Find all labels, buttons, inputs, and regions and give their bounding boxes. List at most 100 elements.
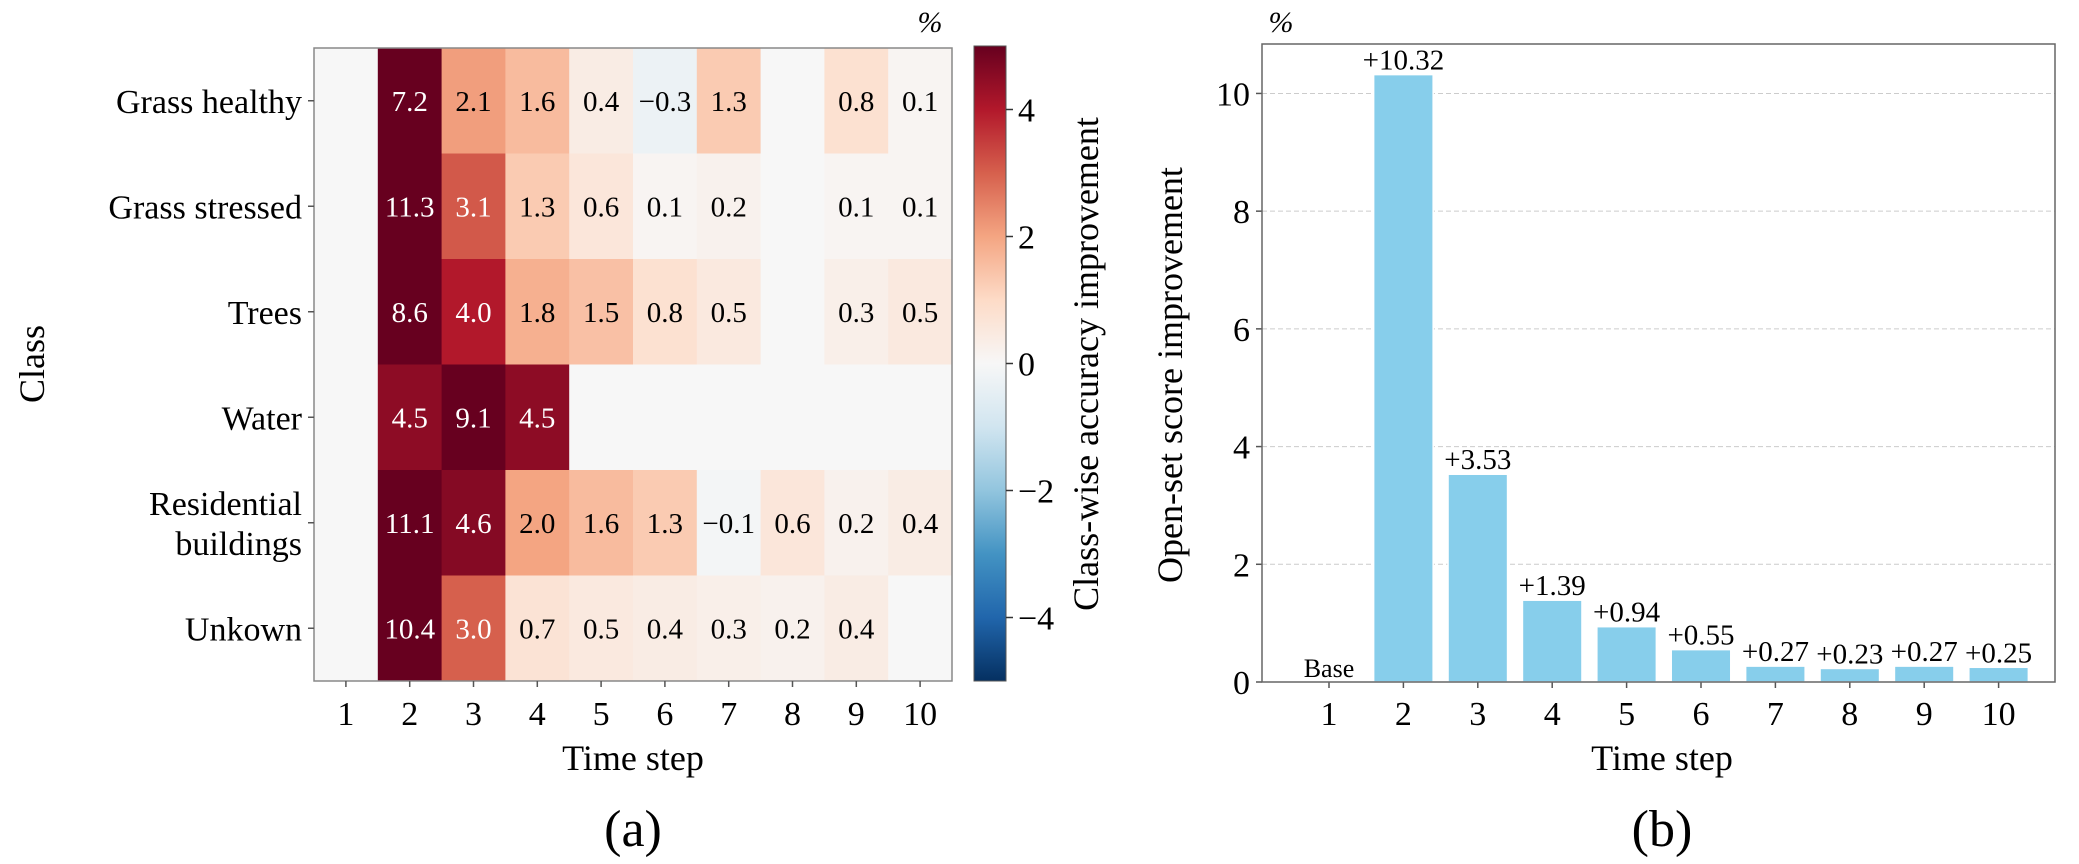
heatmap-cell bbox=[824, 364, 889, 471]
cell-value-label: 1.6 bbox=[519, 86, 555, 118]
bar bbox=[1670, 648, 1732, 683]
heatmap-cell bbox=[377, 575, 443, 682]
bar-data-label: +0.27 bbox=[1742, 636, 1809, 668]
y-tick-label: 0 bbox=[1233, 665, 1250, 702]
heatmap-panel: 7.2 2.1 1.6 0.4 −0.3 1.3 0.8 0.111.3 3.1 1.3 0.6 0.… bbox=[12, 47, 953, 858]
cell-value-label: 0.3 bbox=[711, 613, 747, 645]
heatmap-cell bbox=[505, 364, 570, 471]
heatmap-cell bbox=[824, 470, 889, 576]
cell-value-label: −0.3 bbox=[639, 86, 692, 118]
heatmap-cell bbox=[441, 259, 506, 365]
x-tick-label: 2 bbox=[1395, 696, 1412, 733]
x-tick-label: 5 bbox=[1618, 696, 1635, 733]
cell-value-label: 2.0 bbox=[519, 508, 555, 540]
y-axis-label: Class bbox=[12, 325, 52, 403]
x-tick-label: 6 bbox=[656, 696, 673, 733]
cell-value-label: 0.1 bbox=[902, 86, 938, 118]
cell-value-label: 0.5 bbox=[583, 613, 619, 645]
cell-value-label: 0.8 bbox=[838, 86, 874, 118]
x-tick-label: 3 bbox=[1469, 696, 1486, 733]
heatmap-cell bbox=[314, 259, 379, 365]
heatmap-cell bbox=[888, 575, 953, 682]
heatmap-cell bbox=[696, 575, 762, 682]
heatmap-cell bbox=[441, 470, 506, 576]
x-tick-label: 8 bbox=[1841, 696, 1858, 733]
y-tick-label: Grass stressed bbox=[108, 189, 302, 226]
x-tick-label: 1 bbox=[337, 696, 354, 733]
heatmap-cell bbox=[377, 48, 443, 154]
heatmap-cell bbox=[696, 364, 762, 471]
bar bbox=[1596, 625, 1658, 683]
cell-value-label: 0.4 bbox=[902, 508, 939, 540]
cell-value-label: 11.3 bbox=[385, 191, 435, 223]
cell-value-label: 4.5 bbox=[519, 402, 555, 434]
y-tick-label: 6 bbox=[1233, 312, 1250, 349]
x-tick-label: 7 bbox=[1767, 696, 1784, 733]
cell-value-label: 11.1 bbox=[385, 508, 435, 540]
bar bbox=[1447, 473, 1509, 683]
bar bbox=[1521, 599, 1583, 683]
cell-value-label: 0.5 bbox=[711, 297, 747, 329]
cell-value-label: 0.1 bbox=[647, 191, 683, 223]
heatmap-cell bbox=[377, 364, 443, 471]
heatmap-frame bbox=[313, 47, 953, 682]
heatmap-cell bbox=[633, 364, 698, 471]
heatmap-cell bbox=[888, 259, 953, 365]
heatmap-cell bbox=[569, 575, 634, 682]
cell-value-label: 4.5 bbox=[392, 402, 428, 434]
heatmap-cell bbox=[377, 259, 443, 365]
cell-value-label: 0.8 bbox=[647, 297, 683, 329]
heatmap-cell bbox=[888, 470, 953, 576]
bar-data-label: +3.53 bbox=[1444, 444, 1511, 476]
x-tick-label: 10 bbox=[903, 696, 937, 733]
x-axis-label: Time step bbox=[562, 738, 704, 778]
heatmap-cell bbox=[441, 575, 506, 682]
cell-value-label: 8.6 bbox=[392, 297, 428, 329]
y-tick-label: 2 bbox=[1233, 547, 1250, 584]
y-tick-label: 10 bbox=[1216, 76, 1250, 113]
cell-value-label: 9.1 bbox=[455, 402, 491, 434]
x-tick-label: 5 bbox=[593, 696, 610, 733]
bar-chart-panel: 0 2 4 6 8 10 Base 1 +10.32 2 +3.53 3 +1.39 4 +0.94 5 +0.… bbox=[1150, 6, 2056, 858]
heatmap-cell bbox=[760, 153, 825, 260]
bar-data-label: +0.55 bbox=[1667, 620, 1734, 652]
cell-value-label: 0.3 bbox=[838, 297, 874, 329]
heatmap-cell bbox=[760, 470, 825, 576]
y-tick-label: Water bbox=[222, 400, 303, 437]
heatmap-cell bbox=[569, 259, 634, 365]
x-tick-label: 9 bbox=[848, 696, 865, 733]
cell-value-label: −0.1 bbox=[702, 508, 755, 540]
y-axis-label: Open-set score improvement bbox=[1150, 167, 1190, 583]
cell-value-label: 0.6 bbox=[583, 191, 619, 223]
colorbar-tick-label: 0 bbox=[1018, 347, 1035, 384]
cell-value-label: 3.1 bbox=[455, 191, 491, 223]
cell-value-label: 0.4 bbox=[647, 613, 684, 645]
colorbar-bar bbox=[973, 45, 1007, 682]
cell-value-label: 4.6 bbox=[455, 508, 491, 540]
heatmap-cell bbox=[505, 153, 570, 260]
bar-data-label: +0.23 bbox=[1816, 638, 1883, 670]
heatmap-cell bbox=[696, 470, 762, 576]
heatmap-cell bbox=[569, 48, 634, 154]
cell-value-label: 7.2 bbox=[392, 86, 428, 118]
bar-data-label: +1.39 bbox=[1519, 570, 1586, 602]
y-tick-label: buildings bbox=[175, 526, 302, 563]
cell-value-label: 1.6 bbox=[583, 508, 619, 540]
heatmap-cell bbox=[824, 153, 889, 260]
heatmap-cell bbox=[633, 470, 698, 576]
x-tick-label: 2 bbox=[401, 696, 418, 733]
heatmap-cell bbox=[633, 153, 698, 260]
heatmap-cell bbox=[760, 575, 825, 682]
y-axis-unit: % bbox=[1269, 6, 1294, 39]
bar bbox=[1893, 665, 1955, 683]
x-tick-label: 4 bbox=[1544, 696, 1561, 733]
bar bbox=[1744, 665, 1806, 683]
heatmap-cell bbox=[824, 259, 889, 365]
bar bbox=[1968, 666, 2030, 683]
x-tick-label: 3 bbox=[465, 696, 482, 733]
colorbar-unit: % bbox=[918, 6, 943, 39]
heatmap-cell bbox=[505, 48, 570, 154]
heatmap-cell bbox=[696, 153, 762, 260]
x-tick-label: 1 bbox=[1321, 696, 1338, 733]
cell-value-label: 4.0 bbox=[455, 297, 491, 329]
